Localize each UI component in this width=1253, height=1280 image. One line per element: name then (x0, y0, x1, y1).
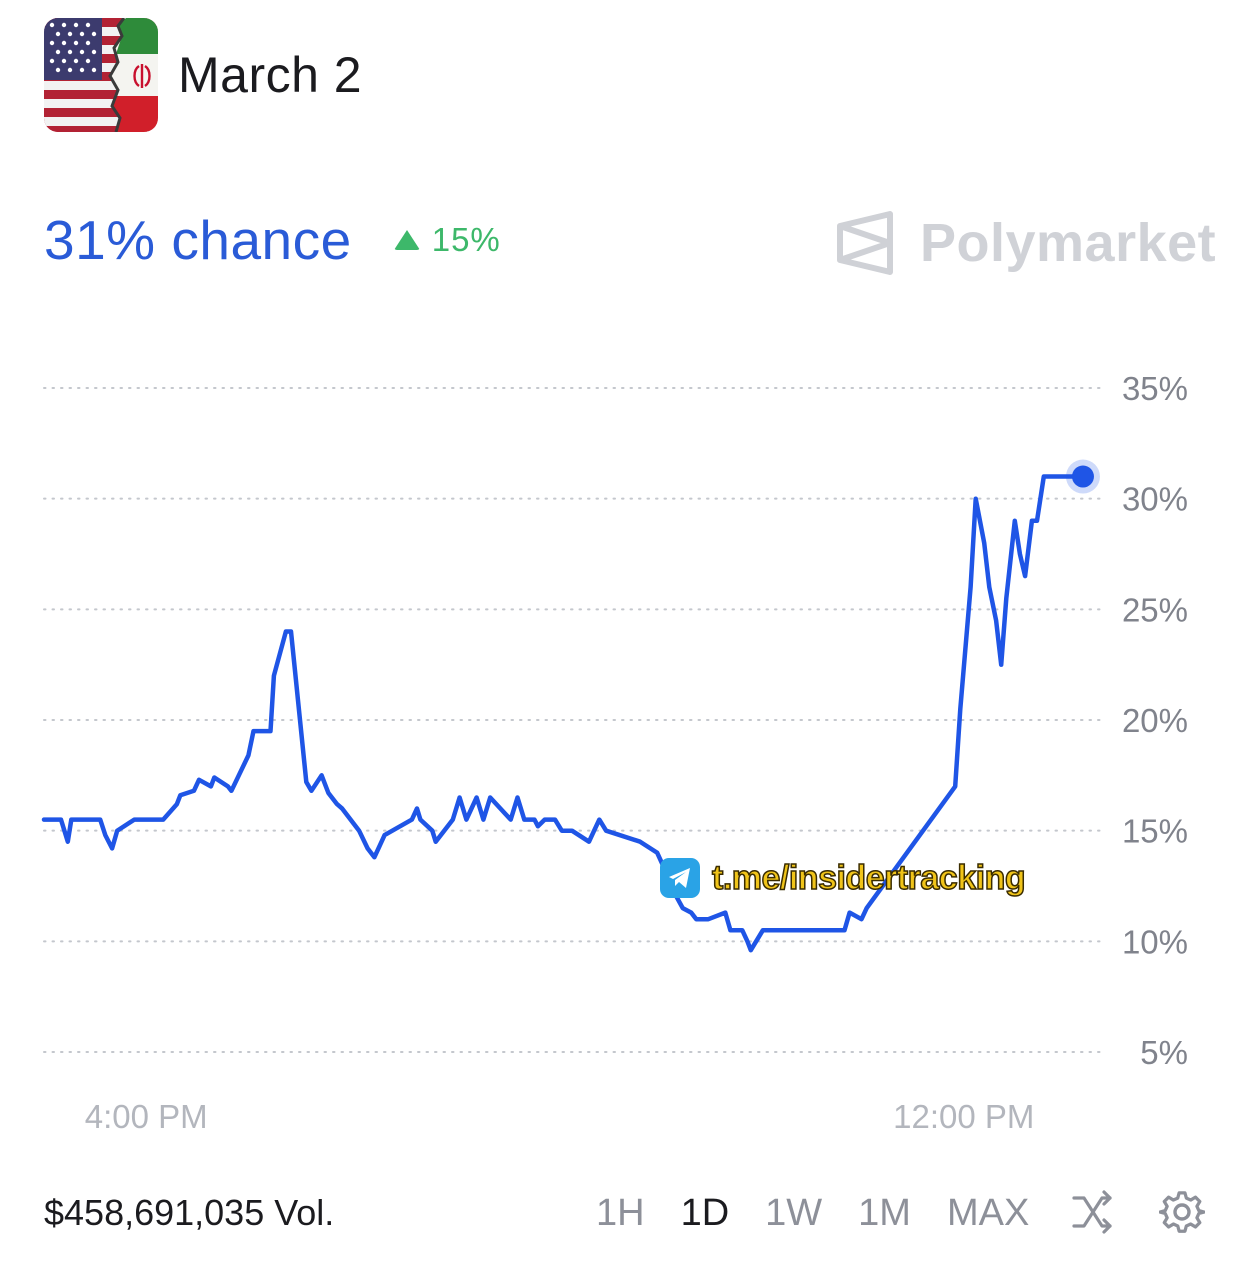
range-1h[interactable]: 1H (596, 1192, 645, 1234)
change-indicator: 15% (393, 221, 501, 259)
market-header: March 2 (44, 18, 362, 132)
telegram-watermark: t.me/insidertracking (660, 858, 1026, 898)
x-tick-label: 12:00 PM (893, 1098, 1034, 1130)
series-line (41, 474, 1086, 953)
polymarket-logo-icon (836, 210, 894, 276)
chart-footer: $458,691,035 Vol. 1H 1D 1W 1M MAX (44, 1188, 1214, 1236)
last-point-marker (1071, 465, 1094, 488)
range-max[interactable]: MAX (946, 1192, 1030, 1234)
arrow-up-icon (393, 230, 420, 250)
chance-value: 31% chance (44, 209, 352, 271)
range-1w[interactable]: 1W (765, 1192, 823, 1234)
y-tick-label: 5% (1140, 1034, 1188, 1071)
y-tick-label: 15% (1122, 813, 1188, 850)
range-1d[interactable]: 1D (680, 1192, 730, 1234)
telegram-icon (660, 858, 700, 898)
brand-name: Polymarket (920, 213, 1217, 273)
watermark-text: t.me/insidertracking (711, 858, 1026, 898)
polymarket-brand: Polymarket (836, 210, 1216, 276)
change-value: 15% (431, 221, 501, 258)
y-tick-label: 35% (1122, 370, 1188, 407)
x-tick-label: 4:00 PM (85, 1098, 208, 1130)
gear-icon[interactable] (1158, 1188, 1206, 1236)
time-range-selector: 1H 1D 1W 1M MAX (596, 1192, 1065, 1235)
y-tick-label: 30% (1122, 481, 1188, 518)
volume-label: $458,691,035 Vol. (44, 1192, 335, 1233)
y-tick-label: 10% (1122, 923, 1188, 960)
y-tick-label: 25% (1122, 591, 1188, 628)
market-title: March 2 (178, 47, 363, 103)
probability-summary: 31% chance 15% (44, 208, 501, 272)
us-iran-flag-icon (44, 18, 158, 132)
y-tick-label: 20% (1122, 702, 1188, 739)
probability-chart: 35% 30% 25% 20% 15% 10% 5% 4:00 PM 12:00 PM (41, 370, 1188, 1130)
range-1m[interactable]: 1M (858, 1192, 911, 1234)
shuffle-icon[interactable] (1068, 1188, 1116, 1236)
